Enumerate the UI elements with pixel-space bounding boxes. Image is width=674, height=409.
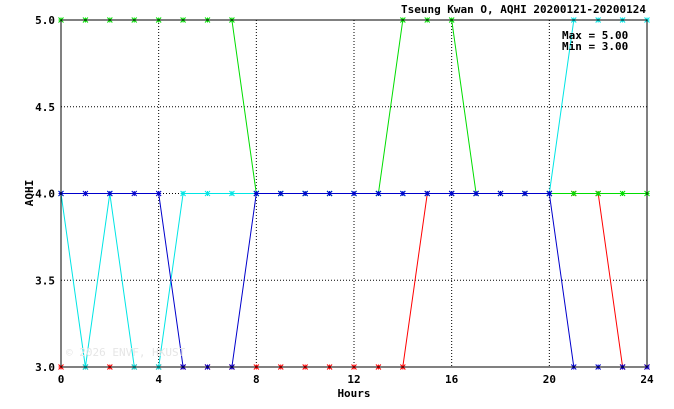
grid-lines	[61, 20, 647, 367]
series-3-point-14	[399, 190, 406, 197]
x-tick-label-1: 4	[155, 373, 162, 386]
series-3-point-9	[277, 190, 284, 197]
x-tick-label-4: 16	[445, 373, 459, 386]
y-axis-label: AQHI	[23, 180, 36, 207]
y-tick-label-0: 3.0	[35, 361, 55, 374]
series-3-point-17	[473, 190, 479, 197]
series-3-point-3	[131, 190, 138, 197]
plot-frame	[60, 19, 648, 368]
series-1-point-23	[619, 190, 626, 197]
y-tick-labels: 3.0 3.5 4.0 4.5 5.0	[35, 14, 55, 374]
x-tick-label-3: 12	[347, 373, 360, 386]
y-tick-label-2: 4.0	[35, 188, 55, 201]
series-group	[58, 17, 650, 370]
series-3-point-16	[448, 190, 455, 197]
series-3-point-15	[424, 190, 431, 197]
min-annotation: Min = 3.00	[562, 40, 628, 53]
y-tick-label-4: 5.0	[35, 14, 55, 27]
series-3-point-8	[253, 190, 260, 197]
series-1-point-21	[570, 190, 577, 197]
max-annotation: Max = 5.00	[562, 29, 628, 42]
series-2-point-5	[180, 190, 186, 197]
series-3-point-12	[351, 190, 357, 197]
x-tick-label-0: 0	[58, 373, 65, 386]
y-tick-label-3: 4.5	[35, 101, 55, 114]
series-2-point-6	[204, 190, 211, 197]
series-3-point-19	[522, 190, 528, 197]
series-1-point-22	[595, 190, 602, 197]
series-3-point-2	[106, 190, 113, 197]
series-3-point-10	[302, 190, 309, 197]
series-3-point-1	[82, 190, 89, 197]
watermark: © 2026 ENVF, HKUST	[66, 346, 186, 359]
y-tick-label-1: 3.5	[35, 274, 55, 287]
x-tick-label-5: 20	[543, 373, 556, 386]
series-3-point-11	[326, 190, 333, 197]
x-tick-labels: 0 4 8 12 16 20 24	[58, 373, 654, 386]
series-3-point-4	[155, 190, 162, 197]
series-3-point-18	[497, 190, 504, 197]
series-2-point-7	[229, 190, 235, 197]
x-axis-label: Hours	[337, 387, 370, 400]
x-tick-label-2: 8	[253, 373, 260, 386]
chart-title: Tseung Kwan O, AQHI 20200121-20200124	[401, 3, 646, 16]
x-tick-label-6: 24	[640, 373, 654, 386]
series-3-point-13	[375, 190, 382, 197]
series-3-point-20	[546, 190, 553, 197]
